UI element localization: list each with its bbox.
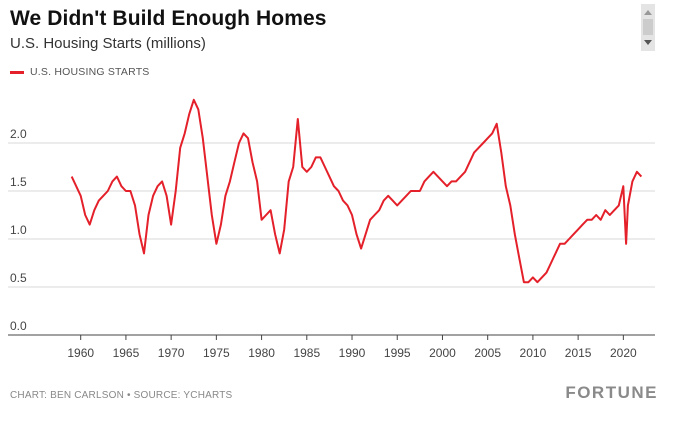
x-tick-label: 2000 — [429, 346, 456, 360]
x-tick-label: 2010 — [520, 346, 547, 360]
x-tick-label: 1975 — [203, 346, 230, 360]
x-tick-label: 1970 — [158, 346, 185, 360]
x-tick-label: 1985 — [293, 346, 320, 360]
scroll-thumb[interactable] — [643, 19, 653, 35]
x-tick-label: 2015 — [565, 346, 592, 360]
legend-scroller[interactable] — [641, 4, 655, 51]
chart-legend: U.S. HOUSING STARTS — [10, 66, 150, 78]
y-tick-label: 1.5 — [10, 175, 27, 189]
y-tick-label: 1.0 — [10, 223, 27, 237]
x-tick-label: 1990 — [339, 346, 366, 360]
scroll-down-icon[interactable] — [644, 40, 652, 45]
chart-subtitle: U.S. Housing Starts (millions) — [10, 35, 206, 52]
legend-swatch — [10, 70, 24, 74]
y-tick-label: 2.0 — [10, 127, 27, 141]
housing-starts-line — [70, 98, 643, 284]
legend-label: U.S. HOUSING STARTS — [30, 66, 150, 78]
y-tick-label: 0.0 — [10, 319, 27, 333]
x-tick-label: 2020 — [610, 346, 637, 360]
scroll-up-icon[interactable] — [644, 10, 652, 15]
x-tick-label: 1960 — [67, 346, 94, 360]
chart-title: We Didn't Build Enough Homes — [10, 7, 327, 30]
y-tick-label: 0.5 — [10, 271, 27, 285]
fortune-logo: FORTUNE — [565, 383, 658, 402]
x-tick-label: 1995 — [384, 346, 411, 360]
x-tick-label: 1980 — [248, 346, 275, 360]
x-tick-label: 1965 — [113, 346, 140, 360]
x-tick-label: 2005 — [474, 346, 501, 360]
chart-credit: CHART: BEN CARLSON • SOURCE: YCHARTS — [10, 390, 233, 401]
